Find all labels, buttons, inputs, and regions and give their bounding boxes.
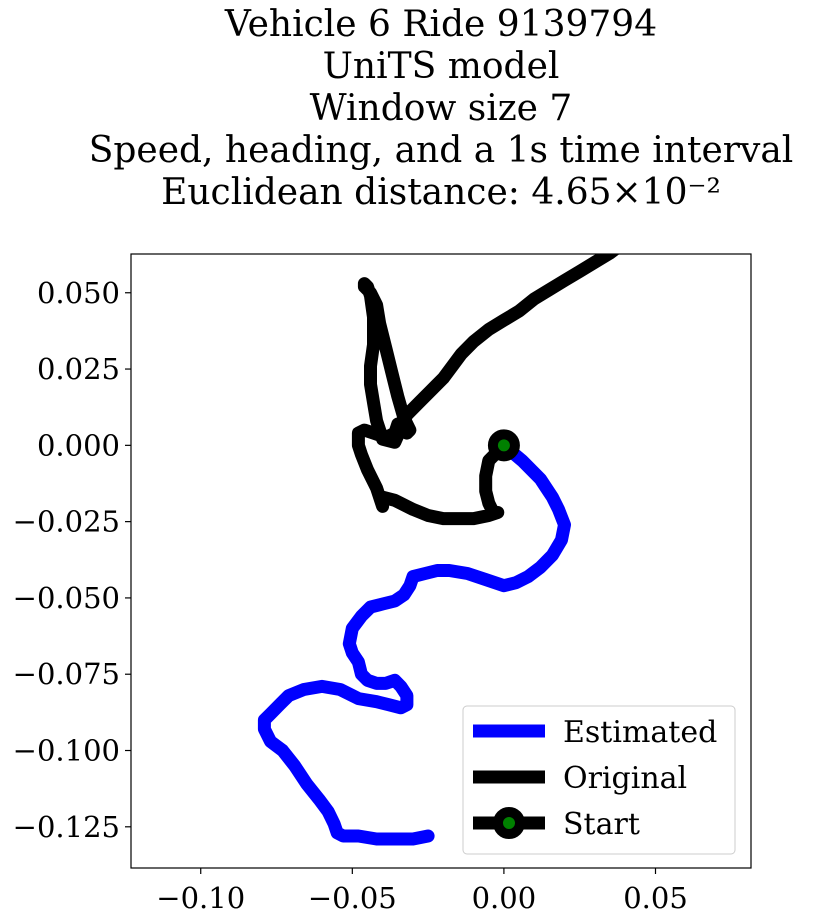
x-axis: −0.10 −0.05 0.00 0.05: [156, 868, 688, 915]
y-tick-label: 0.000: [37, 428, 120, 462]
legend: Estimated Original Start: [462, 705, 736, 855]
x-tick-label: −0.05: [308, 881, 397, 915]
y-axis: 0.050 0.025 0.000 −0.025 −0.050 −0.075 −0.100 −…: [13, 276, 131, 844]
x-tick-label: 0.05: [623, 881, 688, 915]
title-line-2: UniTS model: [323, 46, 560, 87]
y-tick-label: −0.050: [13, 581, 120, 615]
y-tick-label: −0.025: [13, 505, 120, 539]
title-line-1: Vehicle 6 Ride 9139794: [224, 4, 657, 45]
y-tick-label: 0.025: [37, 352, 120, 386]
y-tick-label: −0.125: [13, 810, 120, 844]
title-line-5: Euclidean distance: 4.65×10⁻²: [161, 172, 721, 213]
legend-label-start: Start: [563, 807, 640, 842]
title-line-3: Window size 7: [310, 88, 573, 129]
plot-area: [257, 254, 620, 846]
plot-frame: [130, 253, 752, 869]
series-line-estimated: [257, 438, 571, 846]
x-tick-label: 0.00: [472, 881, 537, 915]
legend-marker-start: [493, 807, 525, 839]
x-tick-label: −0.10: [156, 881, 245, 915]
y-tick-label: −0.075: [13, 657, 120, 691]
y-tick-label: −0.100: [13, 734, 120, 768]
title-line-4: Speed, heading, and a 1s time interval: [89, 130, 794, 171]
legend-label-original: Original: [563, 761, 687, 796]
legend-label-estimated: Estimated: [563, 715, 717, 750]
start-point-marker: [487, 429, 520, 462]
series-line-original: [351, 254, 620, 526]
y-tick-label: 0.050: [37, 276, 120, 310]
chart-title: Vehicle 6 Ride 9139794 UniTS model Windo…: [89, 4, 794, 213]
